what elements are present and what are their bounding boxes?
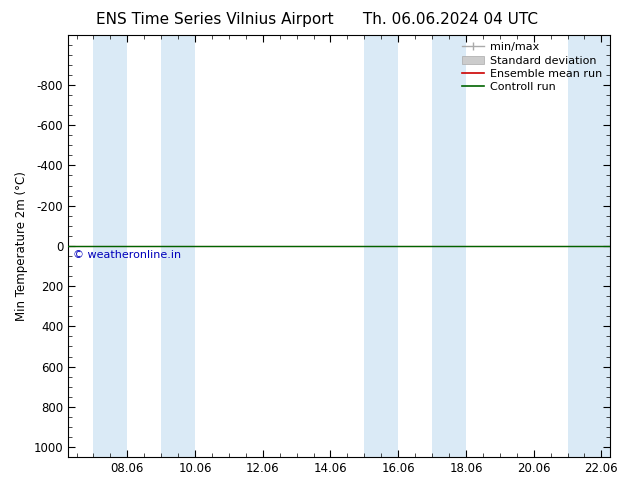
Y-axis label: Min Temperature 2m (°C): Min Temperature 2m (°C) (15, 171, 28, 321)
Bar (365, 35, 398, 457)
Bar (432, 35, 466, 457)
Legend: min/max, Standard deviation, Ensemble mean run, Controll run: min/max, Standard deviation, Ensemble me… (458, 38, 607, 97)
Bar (161, 35, 195, 457)
Text: ENS Time Series Vilnius Airport      Th. 06.06.2024 04 UTC: ENS Time Series Vilnius Airport Th. 06.0… (96, 12, 538, 27)
Bar (567, 35, 610, 457)
Text: © weatheronline.in: © weatheronline.in (74, 250, 181, 260)
Bar (93, 35, 127, 457)
